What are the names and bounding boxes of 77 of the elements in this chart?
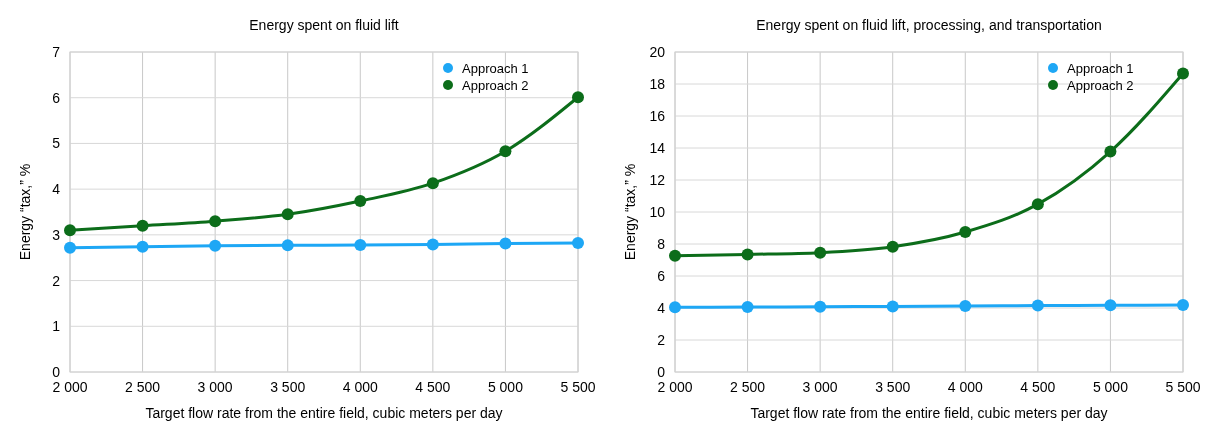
x-tick-label: 5 500	[1165, 379, 1201, 395]
point	[1177, 67, 1189, 80]
x-tick-label: 2 500	[125, 379, 161, 395]
x-tick-label: 4 000	[947, 379, 984, 395]
x-tick-label: 5 000	[487, 379, 524, 395]
y-tick-label: 3	[52, 226, 61, 243]
legend-label: Approach 2	[1067, 78, 1134, 93]
point	[814, 246, 827, 259]
x-tick-label: 4 500	[1020, 379, 1056, 395]
y-axis-title: Energy “tax,” %	[17, 163, 33, 261]
x-tick-label: 5 500	[560, 379, 596, 395]
point	[1031, 198, 1044, 211]
y-tick-label: 12	[649, 172, 666, 188]
y-axis-title: Energy “tax,” %	[622, 163, 638, 261]
x-tick-label: 5 000	[1092, 379, 1129, 395]
y-tick-label: 0	[52, 364, 61, 380]
point	[572, 237, 584, 250]
point	[886, 300, 899, 313]
x-tick-label: 3 000	[197, 379, 233, 395]
y-tick-label: 20	[649, 44, 666, 60]
y-tick-label: 8	[657, 236, 666, 252]
y-tick-label: 2	[52, 272, 61, 289]
point	[499, 145, 512, 158]
legend-label: Approach 1	[462, 61, 529, 76]
point	[354, 195, 367, 208]
point	[136, 219, 149, 232]
legend-label: Approach 2	[462, 78, 529, 93]
y-tick-label: 6	[657, 268, 666, 284]
point	[136, 240, 149, 253]
point	[1031, 299, 1044, 312]
y-tick-label: 4	[52, 181, 61, 198]
point	[1104, 145, 1117, 158]
point	[426, 177, 439, 190]
point	[959, 300, 972, 313]
y-tick-label: 10	[649, 204, 666, 220]
point	[209, 239, 222, 252]
point	[741, 248, 754, 261]
point	[741, 301, 754, 314]
point	[209, 215, 222, 228]
x-axis-title: Target flow rate from the entire field, cubic meters per day	[145, 405, 503, 421]
point	[886, 240, 899, 253]
point	[959, 226, 972, 238]
point	[426, 238, 439, 251]
point	[1177, 298, 1189, 311]
x-tick-label: 3 500	[270, 379, 306, 395]
legend-label: Approach 1	[1067, 61, 1134, 76]
x-tick-label: 3 500	[875, 379, 911, 395]
point	[64, 241, 76, 254]
point	[572, 91, 584, 104]
point	[499, 237, 512, 250]
x-tick-label: 2 000	[657, 379, 693, 395]
y-tick-label: 16	[649, 108, 666, 124]
x-tick-label: 4 500	[415, 379, 451, 395]
point	[669, 249, 681, 262]
y-tick-label: 4	[657, 300, 666, 316]
y-tick-label: 2	[657, 332, 666, 348]
y-tick-label: 14	[649, 140, 666, 156]
x-tick-label: 2 500	[730, 379, 766, 395]
chart-title: Energy spent on fluid lift, processing, and transportation	[756, 17, 1102, 33]
y-tick-label: 5	[52, 135, 61, 152]
point	[281, 208, 294, 221]
y-tick-label: 0	[657, 364, 666, 380]
point	[354, 238, 367, 251]
point	[814, 300, 827, 313]
y-tick-label: 7	[52, 44, 61, 60]
point	[281, 239, 294, 252]
point	[1104, 299, 1117, 312]
x-tick-label: 2 000	[52, 379, 88, 395]
y-tick-label: 6	[52, 89, 61, 106]
y-tick-label: 18	[649, 76, 666, 92]
x-tick-label: 4 000	[342, 379, 379, 395]
y-tick-label: 1	[52, 318, 61, 335]
point	[669, 301, 681, 314]
chart-title: Energy spent on fluid lift	[249, 17, 399, 33]
point	[64, 224, 76, 237]
x-tick-label: 3 000	[802, 379, 838, 395]
x-axis-title: Target flow rate from the entire field, cubic meters per day	[750, 405, 1108, 421]
